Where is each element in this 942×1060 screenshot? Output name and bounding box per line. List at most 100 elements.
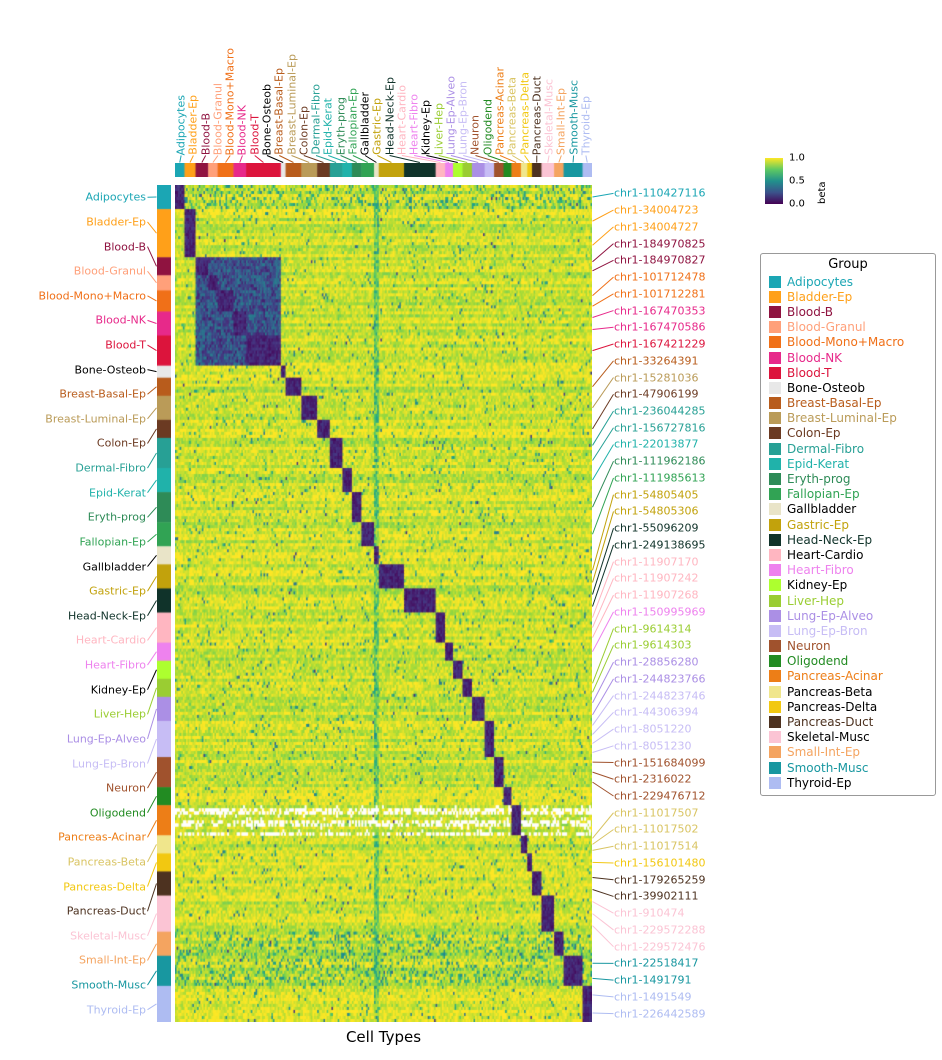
row-label-neuron: Neuron [106, 781, 146, 795]
row-label-heart-cardio: Heart-Cardio [75, 633, 146, 647]
legend-swatch [769, 776, 781, 789]
tick-line [147, 407, 157, 420]
row-label-eryth-prog: Eryth-prog [87, 510, 146, 524]
tick-line [592, 628, 614, 684]
tick-line [512, 155, 525, 163]
column-label-blood-t: Blood-T [248, 114, 262, 155]
legend-item-thyroid-ep: Thyroid-Ep [769, 775, 927, 790]
legend-swatch [769, 457, 781, 470]
column-label-neuron: Neuron [468, 115, 482, 155]
tick-line [147, 627, 157, 641]
legend-swatch [769, 548, 781, 561]
legend-item-bladder-ep: Bladder-Ep [769, 289, 927, 304]
tick-line [147, 506, 157, 518]
tick-line [524, 155, 531, 163]
site-label-chr1-101712281: chr1-101712281 [614, 287, 706, 301]
legend-label: Lung-Ep-Bron [787, 623, 868, 638]
site-label-chr1-236044285: chr1-236044285 [614, 404, 706, 418]
column-label-gastric-ep: Gastric-Ep [370, 98, 384, 155]
legend-label: Pancreas-Beta [787, 684, 873, 699]
row-label-pancreas-beta: Pancreas-Beta [67, 855, 146, 869]
legend-label: Liver-Hep [787, 593, 845, 608]
legend-swatch [769, 473, 781, 486]
legend-swatch [769, 275, 781, 288]
tick-line [212, 155, 219, 163]
column-label-fallopian-ep: Fallopian-Ep [346, 88, 360, 155]
column-label-lung-ep-alveo: Lung-Ep-Alveo [444, 75, 458, 155]
tick-line [558, 155, 562, 163]
legend-swatch [769, 579, 781, 592]
legend-item-colon-ep: Colon-Ep [769, 426, 927, 441]
legend-label: Heart-Fibro [787, 563, 854, 578]
legend-swatch [769, 290, 781, 303]
row-label-pancreas-acinar: Pancreas-Acinar [58, 830, 146, 844]
tick-line [592, 913, 614, 931]
column-label-blood-nk: Blood-NK [235, 104, 249, 155]
legend-label: Bladder-Ep [787, 289, 853, 304]
tick-line [147, 452, 157, 469]
tick-line [592, 845, 614, 851]
tick-line [147, 795, 157, 813]
legend-title: Group [828, 257, 868, 272]
site-label-chr1-167421229: chr1-167421229 [614, 337, 706, 351]
legend-item-gallbladder: Gallbladder [769, 502, 927, 517]
tick-line [147, 221, 157, 234]
site-label-chr1-1491791: chr1-1491791 [614, 973, 692, 987]
site-label-chr1-179265259: chr1-179265259 [614, 873, 706, 887]
legend-item-blood-nk: Blood-NK [769, 350, 927, 365]
site-label-chr1-22518417: chr1-22518417 [614, 956, 699, 970]
site-label-chr1-151684099: chr1-151684099 [614, 756, 706, 770]
site-label-chr1-2316022: chr1-2316022 [614, 772, 692, 786]
legend-item-heart-fibro: Heart-Fibro [769, 563, 927, 578]
legend-label: Blood-NK [787, 350, 843, 365]
row-group-color-strip [157, 185, 171, 1022]
row-label-blood-granul: Blood-Granul [73, 264, 146, 278]
tick-line [147, 687, 157, 715]
column-label-pancreas-delta: Pancreas-Delta [518, 72, 532, 155]
site-label-chr1-11017502: chr1-11017502 [614, 822, 699, 836]
legend-item-blood-mono-macro: Blood-Mono+Macro [769, 335, 927, 350]
legend-swatch [769, 503, 781, 516]
colorbar-tick-max: 1.0 [789, 152, 805, 164]
column-label-kidney-ep: Kidney-Ep [419, 99, 433, 155]
legend-swatch [769, 397, 781, 410]
legend-label: Dermal-Fibro [787, 441, 865, 456]
site-label-chr1-111985613: chr1-111985613 [614, 471, 706, 485]
legend-item-lung-ep-bron: Lung-Ep-Bron [769, 623, 927, 638]
tick-line [147, 862, 157, 887]
tick-line [450, 155, 479, 163]
legend-item-neuron: Neuron [769, 639, 927, 654]
tick-line [426, 155, 458, 163]
tick-line [254, 155, 264, 163]
column-label-bladder-ep: Bladder-Ep [186, 95, 200, 155]
legend-item-small-int-ep: Small-Int-Ep [769, 745, 927, 760]
legend-item-eryth-prog: Eryth-prog [769, 471, 927, 486]
tick-line [303, 155, 324, 163]
site-label-chr1-167470353: chr1-167470353 [614, 304, 706, 318]
column-label-pancreas-duct: Pancreas-Duct [530, 75, 544, 155]
tick-line [225, 155, 231, 163]
site-label-chr1-9614303: chr1-9614303 [614, 638, 692, 652]
tick-line [592, 494, 614, 571]
tick-line [592, 343, 614, 352]
column-label-head-neck-ep: Head-Neck-Ep [383, 76, 397, 155]
tick-line [592, 1012, 614, 1015]
tick-line [592, 310, 614, 318]
legend-item-fallopian-ep: Fallopian-Ep [769, 487, 927, 502]
site-label-chr1-110427116: chr1-110427116 [614, 186, 706, 200]
tick-line [592, 594, 614, 638]
legend-item-blood-b: Blood-B [769, 304, 927, 319]
legend-label: Colon-Ep [787, 426, 841, 441]
heatmap-canvas [175, 185, 592, 1022]
row-label-gastric-ep: Gastric-Ep [89, 584, 146, 598]
row-label-blood-nk: Blood-NK [95, 313, 146, 327]
tick-line [592, 192, 614, 198]
tick-line [401, 155, 441, 163]
tick-line [592, 410, 614, 446]
tick-line [438, 155, 468, 163]
tick-line [592, 243, 614, 263]
column-label-breast-luminal-ep: Breast-Luminal-Ep [285, 54, 298, 155]
site-label-chr1-229476712: chr1-229476712 [614, 789, 706, 803]
tick-line [147, 1003, 157, 1011]
site-label-chr1-229572288: chr1-229572288 [614, 923, 706, 937]
